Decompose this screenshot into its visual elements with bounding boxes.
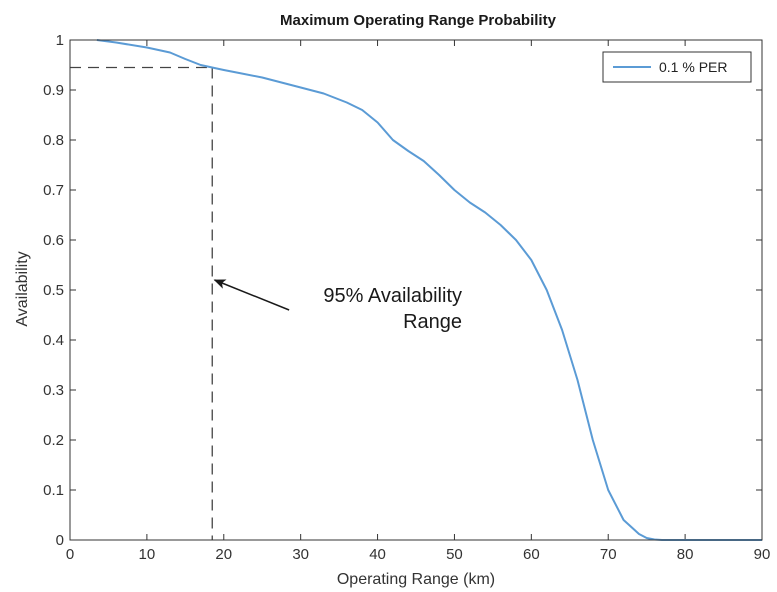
axis-ticks: 0 10 20 30 40 50 60 70 80 90 0 0.1 0.2 0.3 0.4 0.5 0.6 0.… <box>43 32 770 563</box>
y-tick-label: 0.8 <box>43 132 64 149</box>
x-tick-label: 60 <box>523 546 540 563</box>
legend-entry-text: 0.1 % PER <box>659 59 727 75</box>
x-tick-label: 70 <box>600 546 617 563</box>
y-tick-label: 0.7 <box>43 182 64 199</box>
x-tick-label: 30 <box>292 546 309 563</box>
y-tick-label: 0.4 <box>43 332 64 349</box>
annotation-arrow <box>213 279 290 311</box>
annotation-line-1: 95% Availability <box>323 285 462 307</box>
reference-lines <box>70 66 213 540</box>
y-axis-label: Availability <box>14 251 31 326</box>
y-tick-label: 0.9 <box>43 82 64 99</box>
series-line <box>96 39 762 541</box>
x-tick-label: 20 <box>215 546 232 563</box>
chart-title: Maximum Operating Range Probability <box>280 12 557 29</box>
x-axis-label: Operating Range (km) <box>337 571 495 588</box>
x-tick-label: 90 <box>754 546 771 563</box>
x-tick-label: 50 <box>446 546 463 563</box>
plot-frame <box>69 39 763 541</box>
x-tick-label: 40 <box>369 546 386 563</box>
y-tick-label: 0.1 <box>43 482 64 499</box>
y-tick-label: 0.5 <box>43 282 64 299</box>
y-tick-label: 1 <box>56 32 64 49</box>
series-group <box>96 39 762 541</box>
y-tick-label: 0.3 <box>43 382 64 399</box>
legend: 0.1 % PER <box>602 51 752 83</box>
annotation-line-2: Range <box>403 311 462 333</box>
y-tick-label: 0.6 <box>43 232 64 249</box>
annotation: 95% Availability Range <box>213 279 462 333</box>
y-tick-label: 0.2 <box>43 432 64 449</box>
x-tick-label: 10 <box>139 546 156 563</box>
x-tick-label: 80 <box>677 546 694 563</box>
y-tick-label: 0 <box>56 532 64 549</box>
x-tick-label: 0 <box>66 546 74 563</box>
